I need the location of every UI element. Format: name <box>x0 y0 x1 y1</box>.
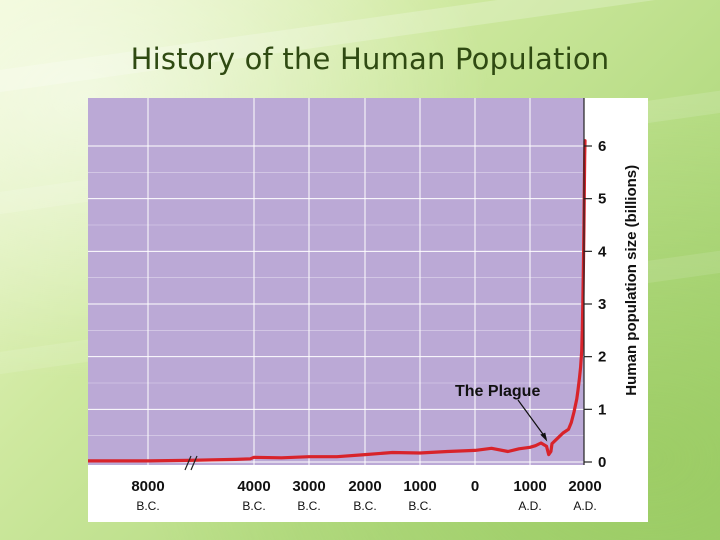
x-tick-era-label: B.C. <box>353 499 376 513</box>
axis-break-mark <box>190 455 198 471</box>
axis-break-mark <box>184 455 192 471</box>
x-tick-label: 2000 <box>348 478 381 495</box>
y-tick-label: 0 <box>598 454 606 471</box>
plot-area <box>88 98 584 465</box>
y-axis-label: Human population size (billions) <box>623 165 640 396</box>
x-tick-label: 1000 <box>513 478 546 495</box>
x-tick-label: 2000 <box>568 478 601 495</box>
x-tick-label: 0 <box>471 478 479 495</box>
annotation-pointer-line <box>517 399 547 439</box>
y-tick-label: 4 <box>598 243 607 260</box>
x-tick-era-label: A.D. <box>518 499 541 513</box>
population-chart: The Plague 8000 B.C. 4000 B.C. 3000 B.C. 2000 B… <box>88 98 640 513</box>
y-tick-label: 6 <box>598 138 606 155</box>
y-tick-label: 2 <box>598 349 606 366</box>
x-tick-era-label: A.D. <box>573 499 596 513</box>
x-tick-label: 1000 <box>403 478 436 495</box>
slide-title: History of the Human Population <box>130 42 610 76</box>
y-tick-label: 3 <box>598 296 606 313</box>
x-tick-label: 4000 <box>237 478 270 495</box>
x-tick-era-label: B.C. <box>297 499 320 513</box>
x-tick-era-label: B.C. <box>242 499 265 513</box>
x-tick-label: 3000 <box>292 478 325 495</box>
annotation-label: The Plague <box>455 383 540 400</box>
y-tick-label: 1 <box>598 401 606 418</box>
annotation-arrowhead <box>540 432 548 442</box>
x-tick-era-label: B.C. <box>408 499 431 513</box>
x-tick-label: 8000 <box>131 478 164 495</box>
population-line <box>88 139 587 463</box>
y-tick-label: 5 <box>598 191 606 208</box>
chart-panel: The Plague 8000 B.C. 4000 B.C. 3000 B.C. 2000 B… <box>88 98 648 522</box>
x-tick-era-label: B.C. <box>136 499 159 513</box>
